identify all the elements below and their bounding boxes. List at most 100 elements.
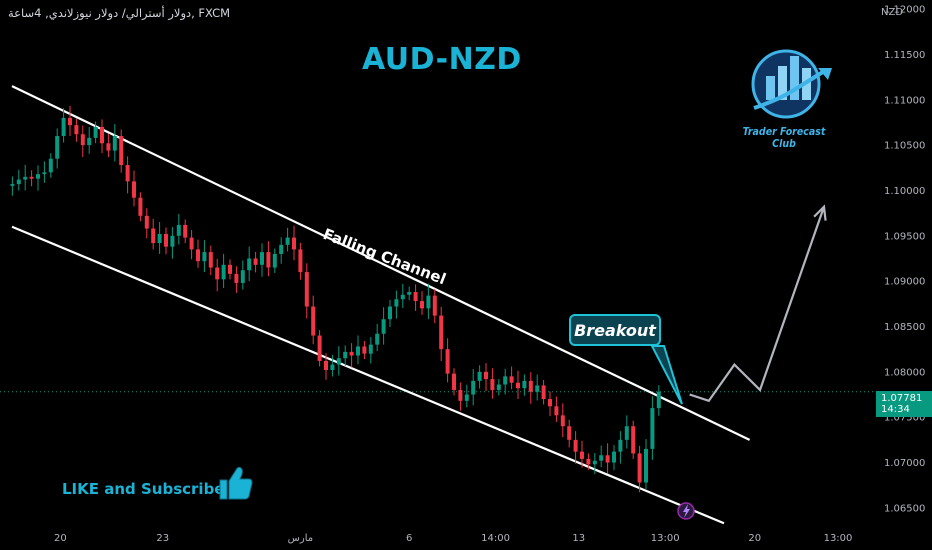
candle [87, 126, 92, 154]
candle [535, 374, 540, 401]
candle [586, 453, 591, 470]
candle [439, 306, 444, 362]
y-tick-label: 1.12000 [884, 5, 925, 16]
candle [554, 396, 559, 422]
candle [106, 133, 111, 158]
candle [292, 225, 296, 261]
candle [215, 258, 220, 292]
candle [68, 105, 72, 137]
candle [413, 284, 418, 311]
y-tick-label: 1.10500 [884, 141, 925, 152]
y-tick-label: 1.06500 [884, 503, 925, 514]
breakout-callout: Breakout [569, 314, 661, 346]
candle [612, 445, 616, 471]
candle [144, 208, 149, 239]
bar-chart-logo-icon [751, 49, 832, 119]
x-tick-label: 6 [406, 533, 412, 544]
candle [119, 129, 124, 173]
candle [266, 241, 271, 277]
x-tick-label: 20 [54, 533, 67, 544]
candle [234, 266, 239, 293]
x-tick-label: 13:00 [651, 533, 680, 544]
breakout-label: Breakout [574, 320, 656, 340]
candle [580, 440, 584, 468]
candle [304, 263, 309, 319]
candle [631, 420, 636, 459]
y-tick-label: 1.08500 [884, 322, 925, 333]
candle [74, 118, 79, 142]
candle [388, 300, 392, 327]
candle [605, 443, 610, 474]
candle [618, 431, 623, 464]
candle [541, 379, 546, 405]
x-tick-label: 14:00 [481, 533, 510, 544]
candlesticks [10, 105, 661, 493]
candle [548, 391, 552, 417]
channel-upper-line [11, 85, 751, 441]
candle [644, 439, 648, 489]
x-tick-label: 23 [156, 533, 169, 544]
candle [208, 245, 213, 276]
like-subscribe-text: LIKE and Subscribe [62, 480, 224, 498]
candle [624, 415, 629, 449]
candle [464, 384, 469, 408]
breakout-pointer-shape [650, 345, 683, 405]
y-tick-label: 1.11500 [884, 50, 925, 61]
candle [48, 153, 53, 178]
channel-lower-line [11, 225, 725, 525]
like-subscribe-label: LIKE and Subscribe [62, 480, 225, 498]
channel-label: Falling Channel [321, 225, 449, 288]
candle [381, 307, 386, 345]
symbol-title[interactable]: دولار أسترالي/ دولار نيوزلاندي, 4ساعة, F… [8, 6, 231, 20]
candle [368, 337, 373, 364]
lightning-icon[interactable] [677, 502, 695, 520]
candle [157, 222, 162, 254]
candle [343, 345, 348, 366]
candle [61, 108, 66, 143]
chart-title: AUD-NZD [362, 42, 522, 77]
candle [496, 379, 501, 396]
projection-arrow [689, 204, 827, 403]
current-price: 1.07781 [881, 393, 923, 404]
y-tick-label: 1.09500 [884, 231, 925, 242]
candle [279, 237, 284, 264]
candle [509, 366, 514, 390]
candle [362, 340, 367, 360]
candle [400, 283, 405, 308]
candle [16, 169, 21, 191]
candle [29, 170, 34, 187]
y-tick-label: 1.10000 [884, 186, 925, 197]
candle [10, 176, 15, 196]
candle [221, 253, 226, 289]
candle [93, 121, 98, 144]
price-axis[interactable]: 1.12000 1.11500 1.11000 1.10500 1.10000 1.095… [884, 5, 925, 515]
candle [247, 246, 252, 282]
candle [164, 227, 168, 255]
candle [650, 396, 655, 460]
brand-name: Trader Forecast Club [742, 126, 826, 150]
candle [253, 251, 258, 273]
candle [228, 259, 232, 280]
candle [336, 346, 341, 376]
candle [260, 243, 264, 277]
candle [407, 286, 412, 301]
candle [125, 156, 130, 194]
time-axis[interactable]: 20 23 مارس 6 14:00 13 13:00 20 13:00 [54, 533, 852, 544]
falling-channel-lines [11, 85, 751, 525]
candle-countdown: 14:34 [881, 404, 910, 415]
candle [100, 119, 104, 154]
candle [599, 445, 604, 468]
candle [298, 242, 303, 280]
candle [477, 365, 482, 389]
candle [349, 343, 354, 368]
candle [567, 419, 572, 448]
candle [394, 290, 399, 319]
projection-path [689, 206, 826, 403]
candle [420, 291, 424, 315]
candle [445, 338, 450, 383]
candle [573, 431, 578, 464]
candle [484, 363, 488, 392]
candle [656, 385, 661, 416]
candle [330, 354, 335, 377]
